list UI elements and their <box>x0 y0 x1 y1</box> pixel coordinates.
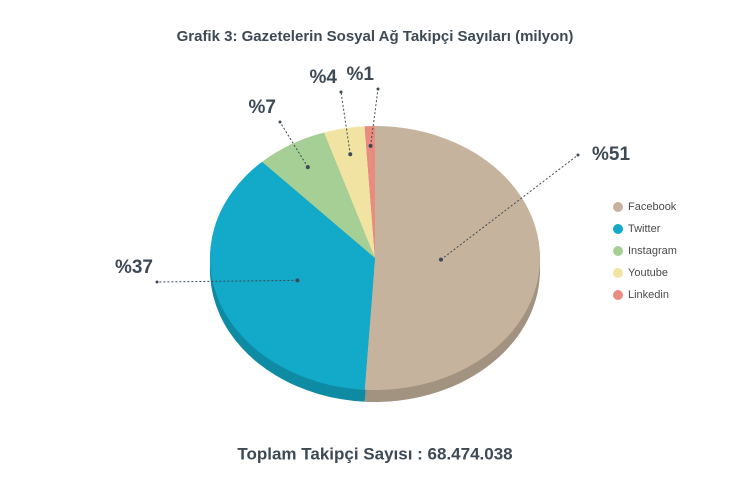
data-label: %4 <box>310 67 338 88</box>
leader-line <box>370 88 379 146</box>
footer: Toplam Takipçi Sayısı : 68.474.038 <box>237 444 512 463</box>
legend-swatch <box>613 290 623 300</box>
leader-dot <box>348 152 353 157</box>
slice <box>209 161 375 390</box>
leader-dot <box>278 120 282 124</box>
legend-label: Twitter <box>628 223 661 235</box>
legend-swatch <box>613 246 623 256</box>
leader-dot <box>305 165 310 170</box>
slice <box>324 126 375 259</box>
legend-label: Facebook <box>628 201 677 213</box>
leader-dot <box>438 257 443 262</box>
leader-line <box>340 91 351 155</box>
chart-title: Grafik 3: Gazetelerin Sosyal Ağ Takipçi … <box>177 28 574 45</box>
legend-label: Youtube <box>628 267 668 279</box>
data-label: %37 <box>115 257 153 278</box>
data-label: %51 <box>592 144 630 165</box>
legend-swatch <box>613 268 623 278</box>
data-label: %7 <box>249 97 276 118</box>
leader-dot <box>295 278 300 283</box>
data-label: %1 <box>347 64 375 85</box>
legend-label: Instagram <box>628 245 677 257</box>
leader-dot <box>155 280 159 284</box>
slice <box>364 126 375 258</box>
leader-line <box>279 121 309 168</box>
leader-line <box>156 279 298 283</box>
leader-dot <box>376 87 380 91</box>
legend-swatch <box>613 202 623 212</box>
legend-label: Linkedin <box>628 289 669 301</box>
legend-swatch <box>613 224 623 234</box>
slice <box>262 132 375 258</box>
slice <box>364 126 540 390</box>
leader-dot <box>339 90 343 94</box>
leader-dot <box>576 153 580 157</box>
leader-line <box>440 154 579 261</box>
leader-dot <box>368 143 373 148</box>
